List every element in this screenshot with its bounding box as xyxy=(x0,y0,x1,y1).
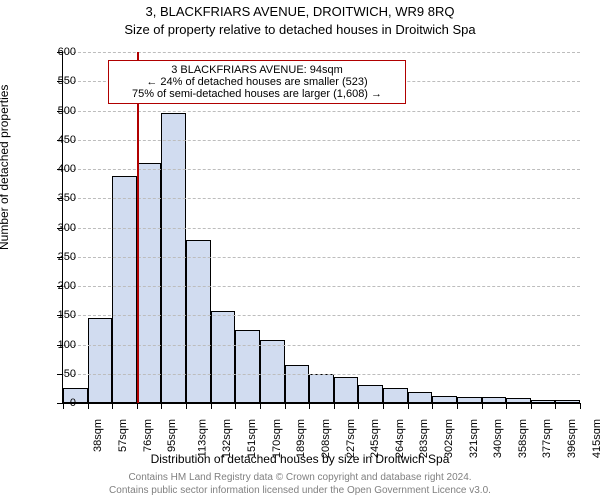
x-tick xyxy=(211,403,212,409)
bar xyxy=(285,365,310,403)
bar xyxy=(112,176,137,403)
x-tick xyxy=(112,403,113,409)
y-tick-label: 600 xyxy=(58,46,76,58)
x-tick xyxy=(457,403,458,409)
gridline xyxy=(63,345,580,346)
y-tick-label: 550 xyxy=(58,75,76,87)
callout-line2: ← 24% of detached houses are smaller (52… xyxy=(115,76,399,88)
chart-title-line2: Size of property relative to detached ho… xyxy=(0,22,600,37)
x-tick xyxy=(63,403,64,409)
y-tick-label: 400 xyxy=(58,163,76,175)
gridline xyxy=(63,257,580,258)
bar xyxy=(383,388,408,403)
bar xyxy=(211,311,236,403)
y-tick-label: 50 xyxy=(64,368,76,380)
gridline xyxy=(63,111,580,112)
x-tick xyxy=(334,403,335,409)
x-tick xyxy=(358,403,359,409)
gridline xyxy=(63,169,580,170)
plot-area: 3 BLACKFRIARS AVENUE: 94sqm ← 24% of det… xyxy=(62,52,580,404)
gridline xyxy=(63,374,580,375)
bar xyxy=(432,396,457,403)
bar xyxy=(482,397,507,403)
bar xyxy=(161,113,186,403)
bar xyxy=(309,374,334,403)
y-tick-label: 250 xyxy=(58,251,76,263)
x-tick xyxy=(285,403,286,409)
bar xyxy=(531,400,556,404)
y-tick-label: 350 xyxy=(58,192,76,204)
x-axis-label: Distribution of detached houses by size … xyxy=(0,452,600,466)
gridline xyxy=(63,198,580,199)
bar xyxy=(408,392,433,403)
x-tick xyxy=(408,403,409,409)
x-tick xyxy=(235,403,236,409)
callout-line3: 75% of semi-detached houses are larger (… xyxy=(115,88,399,100)
bar xyxy=(88,318,113,403)
callout-box: 3 BLACKFRIARS AVENUE: 94sqm ← 24% of det… xyxy=(108,60,406,104)
y-tick-label: 200 xyxy=(58,280,76,292)
footer-line2: Contains public sector information licen… xyxy=(0,485,600,496)
x-tick xyxy=(506,403,507,409)
y-tick-label: 0 xyxy=(70,397,76,409)
marker-line xyxy=(137,52,139,403)
x-tick xyxy=(580,403,581,409)
bar xyxy=(457,397,482,403)
x-tick-label: 95sqm xyxy=(166,419,178,452)
x-tick-label: 57sqm xyxy=(117,419,129,452)
x-tick xyxy=(432,403,433,409)
gridline xyxy=(63,52,580,53)
footer-line1: Contains HM Land Registry data © Crown c… xyxy=(0,472,600,483)
bar xyxy=(186,240,211,403)
x-tick xyxy=(88,403,89,409)
bar xyxy=(235,330,260,403)
x-tick xyxy=(186,403,187,409)
x-tick xyxy=(260,403,261,409)
x-tick xyxy=(383,403,384,409)
gridline xyxy=(63,228,580,229)
bar xyxy=(358,385,383,403)
callout-line1: 3 BLACKFRIARS AVENUE: 94sqm xyxy=(115,64,399,76)
y-axis-label: Number of detached properties xyxy=(0,85,11,250)
bar xyxy=(506,398,531,403)
x-tick-label: 38sqm xyxy=(92,419,104,452)
x-tick xyxy=(531,403,532,409)
bar xyxy=(260,340,285,403)
x-tick xyxy=(161,403,162,409)
gridline xyxy=(63,140,580,141)
y-tick-label: 450 xyxy=(58,134,76,146)
y-tick-label: 100 xyxy=(58,339,76,351)
chart-container: { "meta": { "title1": "3, BLACKFRIARS AV… xyxy=(0,0,600,500)
x-tick xyxy=(309,403,310,409)
y-tick xyxy=(57,403,63,404)
y-tick xyxy=(57,374,63,375)
bar xyxy=(555,400,580,404)
gridline xyxy=(63,315,580,316)
bar xyxy=(334,377,359,403)
x-tick-label: 76sqm xyxy=(142,419,154,452)
y-tick-label: 300 xyxy=(58,222,76,234)
y-tick-label: 150 xyxy=(58,309,76,321)
y-tick-label: 500 xyxy=(58,105,76,117)
x-tick xyxy=(555,403,556,409)
gridline xyxy=(63,286,580,287)
x-tick xyxy=(482,403,483,409)
chart-title-line1: 3, BLACKFRIARS AVENUE, DROITWICH, WR9 8R… xyxy=(0,4,600,19)
x-tick xyxy=(137,403,138,409)
